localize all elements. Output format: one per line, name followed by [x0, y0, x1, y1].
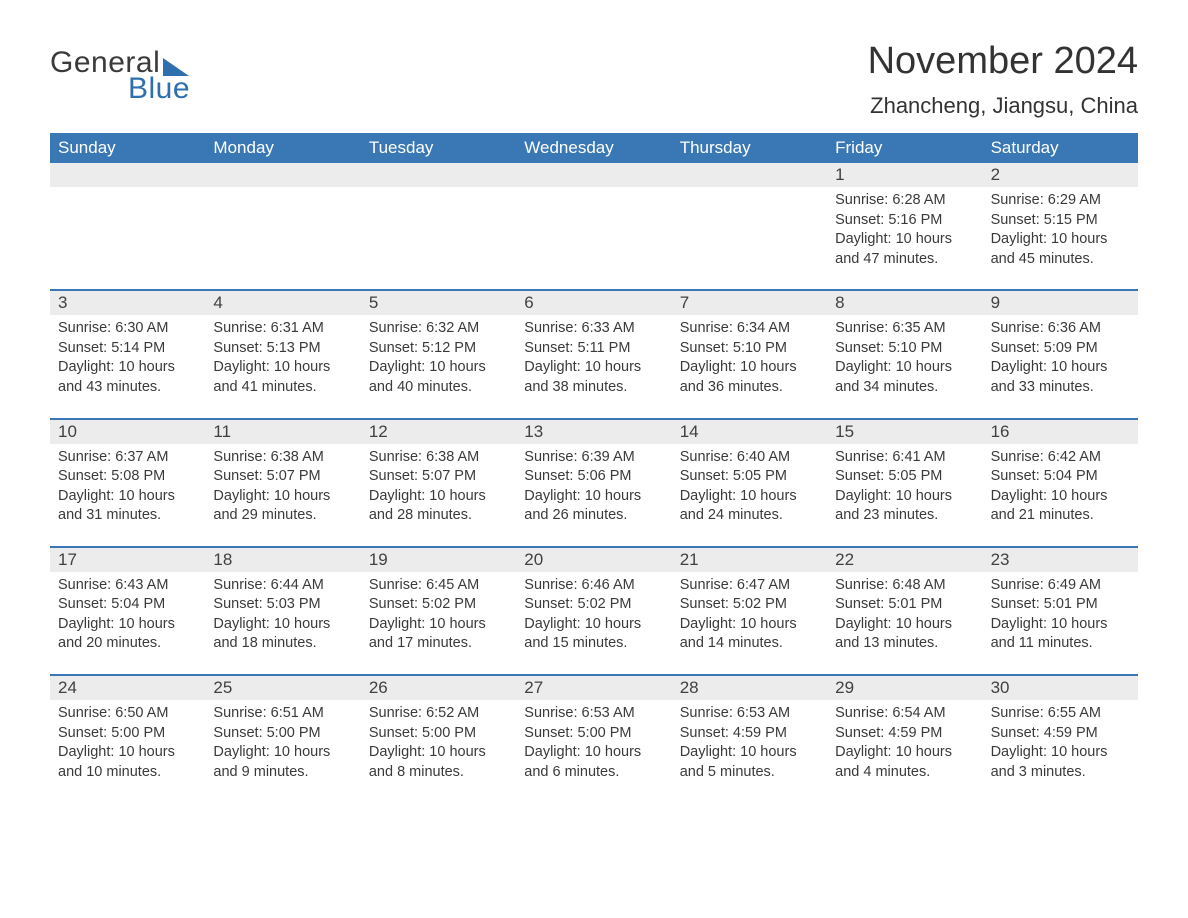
day-details-empty: [205, 187, 360, 269]
day-details-6: Sunrise: 6:33 AMSunset: 5:11 PMDaylight:…: [516, 315, 671, 397]
week-number-row: 10111213141516: [50, 418, 1138, 444]
day-number-15: 15: [827, 420, 982, 444]
week-details-row: Sunrise: 6:50 AMSunset: 5:00 PMDaylight:…: [50, 700, 1138, 782]
day-details-8: Sunrise: 6:35 AMSunset: 5:10 PMDaylight:…: [827, 315, 982, 397]
header: General Blue November 2024 Zhancheng, Ji…: [50, 40, 1138, 119]
day-details-10: Sunrise: 6:37 AMSunset: 5:08 PMDaylight:…: [50, 444, 205, 526]
location-subtitle: Zhancheng, Jiangsu, China: [868, 93, 1138, 119]
week-number-row: 17181920212223: [50, 546, 1138, 572]
day-number-17: 17: [50, 548, 205, 572]
day-number-3: 3: [50, 291, 205, 315]
day-details-4: Sunrise: 6:31 AMSunset: 5:13 PMDaylight:…: [205, 315, 360, 397]
day-details-15: Sunrise: 6:41 AMSunset: 5:05 PMDaylight:…: [827, 444, 982, 526]
calendar-body: 12Sunrise: 6:28 AMSunset: 5:16 PMDayligh…: [50, 163, 1138, 782]
day-number-empty: [205, 163, 360, 187]
week-number-row: 12: [50, 163, 1138, 187]
week-details-row: Sunrise: 6:30 AMSunset: 5:14 PMDaylight:…: [50, 315, 1138, 397]
day-number-9: 9: [983, 291, 1138, 315]
day-details-empty: [672, 187, 827, 269]
day-details-empty: [516, 187, 671, 269]
day-details-26: Sunrise: 6:52 AMSunset: 5:00 PMDaylight:…: [361, 700, 516, 782]
day-number-16: 16: [983, 420, 1138, 444]
day-number-14: 14: [672, 420, 827, 444]
logo: General Blue: [50, 40, 190, 106]
day-details-17: Sunrise: 6:43 AMSunset: 5:04 PMDaylight:…: [50, 572, 205, 654]
logo-text-blue: Blue: [128, 72, 190, 106]
day-details-14: Sunrise: 6:40 AMSunset: 5:05 PMDaylight:…: [672, 444, 827, 526]
day-number-19: 19: [361, 548, 516, 572]
day-number-empty: [50, 163, 205, 187]
day-details-12: Sunrise: 6:38 AMSunset: 5:07 PMDaylight:…: [361, 444, 516, 526]
day-details-18: Sunrise: 6:44 AMSunset: 5:03 PMDaylight:…: [205, 572, 360, 654]
day-number-11: 11: [205, 420, 360, 444]
day-number-29: 29: [827, 676, 982, 700]
day-number-24: 24: [50, 676, 205, 700]
day-number-empty: [672, 163, 827, 187]
day-details-30: Sunrise: 6:55 AMSunset: 4:59 PMDaylight:…: [983, 700, 1138, 782]
day-details-28: Sunrise: 6:53 AMSunset: 4:59 PMDaylight:…: [672, 700, 827, 782]
page-title: November 2024: [868, 40, 1138, 83]
day-number-18: 18: [205, 548, 360, 572]
day-details-23: Sunrise: 6:49 AMSunset: 5:01 PMDaylight:…: [983, 572, 1138, 654]
weekday-header-row: SundayMondayTuesdayWednesdayThursdayFrid…: [50, 133, 1138, 163]
weekday-wednesday: Wednesday: [516, 133, 671, 163]
day-number-empty: [516, 163, 671, 187]
week-details-row: Sunrise: 6:43 AMSunset: 5:04 PMDaylight:…: [50, 572, 1138, 654]
day-number-28: 28: [672, 676, 827, 700]
day-details-empty: [50, 187, 205, 269]
day-details-empty: [361, 187, 516, 269]
day-number-empty: [361, 163, 516, 187]
day-number-27: 27: [516, 676, 671, 700]
weekday-sunday: Sunday: [50, 133, 205, 163]
day-details-21: Sunrise: 6:47 AMSunset: 5:02 PMDaylight:…: [672, 572, 827, 654]
day-number-25: 25: [205, 676, 360, 700]
day-number-1: 1: [827, 163, 982, 187]
day-details-9: Sunrise: 6:36 AMSunset: 5:09 PMDaylight:…: [983, 315, 1138, 397]
weekday-thursday: Thursday: [672, 133, 827, 163]
day-number-21: 21: [672, 548, 827, 572]
day-number-22: 22: [827, 548, 982, 572]
day-details-24: Sunrise: 6:50 AMSunset: 5:00 PMDaylight:…: [50, 700, 205, 782]
weekday-saturday: Saturday: [983, 133, 1138, 163]
day-number-26: 26: [361, 676, 516, 700]
week-details-row: Sunrise: 6:28 AMSunset: 5:16 PMDaylight:…: [50, 187, 1138, 269]
day-details-2: Sunrise: 6:29 AMSunset: 5:15 PMDaylight:…: [983, 187, 1138, 269]
day-number-2: 2: [983, 163, 1138, 187]
day-number-5: 5: [361, 291, 516, 315]
calendar: SundayMondayTuesdayWednesdayThursdayFrid…: [50, 133, 1138, 782]
weekday-friday: Friday: [827, 133, 982, 163]
day-details-3: Sunrise: 6:30 AMSunset: 5:14 PMDaylight:…: [50, 315, 205, 397]
week-details-row: Sunrise: 6:37 AMSunset: 5:08 PMDaylight:…: [50, 444, 1138, 526]
day-number-7: 7: [672, 291, 827, 315]
day-number-6: 6: [516, 291, 671, 315]
title-block: November 2024 Zhancheng, Jiangsu, China: [868, 40, 1138, 119]
day-details-20: Sunrise: 6:46 AMSunset: 5:02 PMDaylight:…: [516, 572, 671, 654]
day-details-1: Sunrise: 6:28 AMSunset: 5:16 PMDaylight:…: [827, 187, 982, 269]
day-number-8: 8: [827, 291, 982, 315]
day-details-25: Sunrise: 6:51 AMSunset: 5:00 PMDaylight:…: [205, 700, 360, 782]
day-number-30: 30: [983, 676, 1138, 700]
day-number-4: 4: [205, 291, 360, 315]
day-details-13: Sunrise: 6:39 AMSunset: 5:06 PMDaylight:…: [516, 444, 671, 526]
week-number-row: 3456789: [50, 289, 1138, 315]
day-details-5: Sunrise: 6:32 AMSunset: 5:12 PMDaylight:…: [361, 315, 516, 397]
week-number-row: 24252627282930: [50, 674, 1138, 700]
day-number-13: 13: [516, 420, 671, 444]
day-details-7: Sunrise: 6:34 AMSunset: 5:10 PMDaylight:…: [672, 315, 827, 397]
day-details-22: Sunrise: 6:48 AMSunset: 5:01 PMDaylight:…: [827, 572, 982, 654]
day-details-19: Sunrise: 6:45 AMSunset: 5:02 PMDaylight:…: [361, 572, 516, 654]
day-number-20: 20: [516, 548, 671, 572]
weekday-monday: Monday: [205, 133, 360, 163]
day-number-12: 12: [361, 420, 516, 444]
day-number-10: 10: [50, 420, 205, 444]
day-details-16: Sunrise: 6:42 AMSunset: 5:04 PMDaylight:…: [983, 444, 1138, 526]
weekday-tuesday: Tuesday: [361, 133, 516, 163]
day-details-11: Sunrise: 6:38 AMSunset: 5:07 PMDaylight:…: [205, 444, 360, 526]
day-details-27: Sunrise: 6:53 AMSunset: 5:00 PMDaylight:…: [516, 700, 671, 782]
day-number-23: 23: [983, 548, 1138, 572]
day-details-29: Sunrise: 6:54 AMSunset: 4:59 PMDaylight:…: [827, 700, 982, 782]
